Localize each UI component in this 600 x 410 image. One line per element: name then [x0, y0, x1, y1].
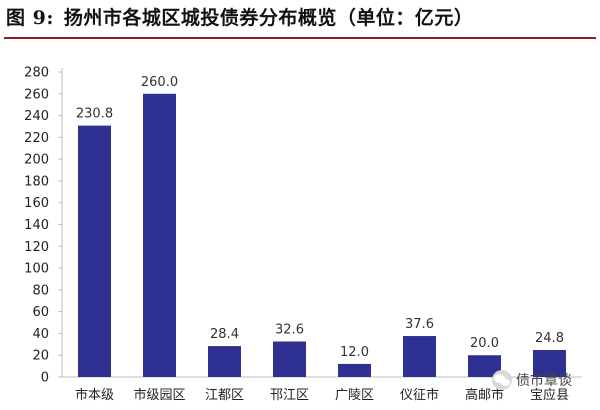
y-tick-label: 160	[24, 196, 49, 211]
data-label: 12.0	[340, 345, 369, 360]
figure-label: 图 9:	[6, 7, 54, 29]
y-tick-label: 20	[32, 349, 49, 364]
x-tick-label: 江都区	[205, 388, 244, 403]
title-rule	[4, 37, 596, 39]
bar-4	[273, 341, 306, 377]
x-tick-label: 市本级	[75, 387, 114, 403]
wechat-icon	[492, 370, 512, 390]
figure-title-text: 扬州市各城区城投债券分布概览（单位：亿元）	[63, 7, 474, 29]
bar-1	[78, 125, 111, 377]
y-tick-label: 40	[32, 327, 49, 342]
data-label: 32.6	[275, 322, 304, 337]
x-tick-label: 广陵区	[335, 388, 374, 403]
data-label: 230.8	[76, 107, 113, 122]
x-tick-label: 宝应县	[530, 387, 569, 403]
watermark-text: 债市覃谈	[516, 373, 572, 389]
bar-7	[468, 355, 501, 377]
y-tick-label: 80	[32, 283, 49, 298]
data-label: 24.8	[535, 331, 564, 346]
figure-title: 图 9: 扬州市各城区城投债券分布概览（单位：亿元）	[6, 3, 596, 30]
data-label: 37.6	[405, 317, 434, 332]
y-tick-label: 0	[41, 371, 49, 386]
watermark: 债市覃谈	[492, 370, 572, 390]
x-tick-label: 市级园区	[133, 387, 185, 403]
bar-8	[533, 349, 566, 377]
bar-5	[338, 363, 371, 377]
y-tick-label: 100	[24, 262, 49, 277]
y-tick-label: 200	[24, 153, 49, 168]
data-label: 260.0	[141, 75, 178, 90]
x-tick-label: 邗江区	[270, 388, 309, 403]
y-tick-label: 280	[24, 66, 49, 81]
y-tick-label: 120	[24, 240, 49, 255]
data-label: 20.0	[470, 336, 499, 351]
y-tick-label: 240	[24, 109, 49, 124]
bar-3	[208, 346, 241, 377]
bar-6	[403, 336, 436, 377]
y-tick-label: 140	[24, 218, 49, 233]
x-tick-label: 仪征市	[400, 387, 439, 403]
y-tick-label: 220	[24, 131, 49, 146]
x-tick-label: 高邮市	[465, 387, 504, 403]
y-tick-label: 180	[24, 174, 49, 189]
y-tick-label: 60	[32, 305, 49, 320]
bar-2	[143, 93, 176, 378]
data-label: 28.4	[210, 327, 239, 342]
y-tick-label: 260	[24, 87, 49, 102]
